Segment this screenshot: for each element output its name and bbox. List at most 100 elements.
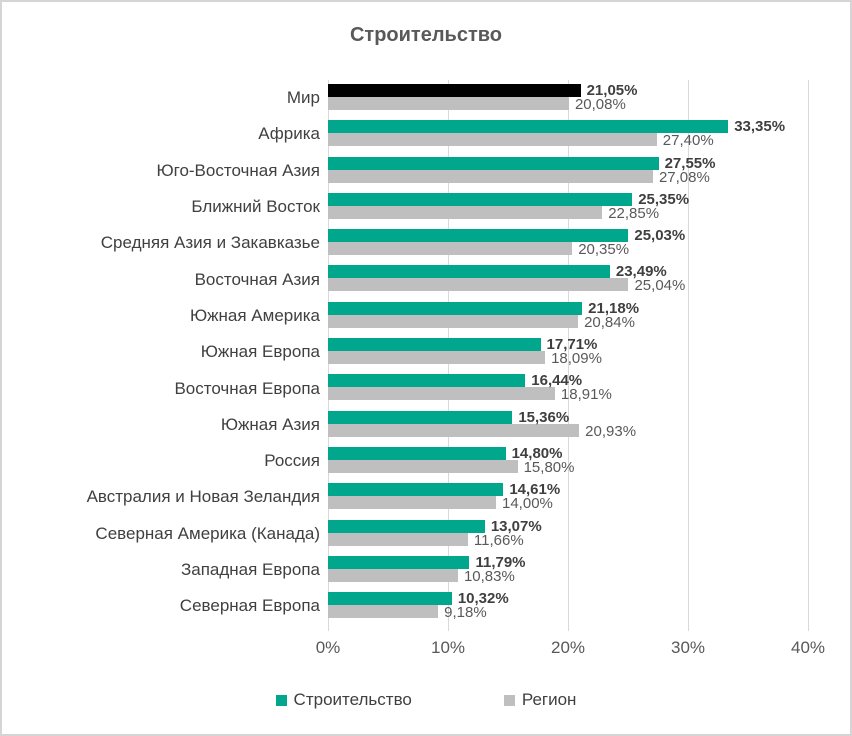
gridline (568, 80, 569, 631)
legend-label-construction: Строительство (293, 690, 412, 709)
construction-value-label: 17,71% (546, 336, 598, 354)
construction-value-label: 21,05% (586, 82, 638, 99)
legend-item-construction: Строительство (275, 690, 412, 710)
region-value-label: 11,66% (473, 531, 524, 549)
x-tick-label: 0% (315, 638, 341, 657)
region-bar (328, 242, 573, 256)
gridline (688, 80, 689, 631)
category-label: Средняя Азия и Закавказье (100, 233, 320, 253)
legend-item-region: Регион (503, 690, 577, 710)
region-bar (328, 496, 496, 510)
construction-value-label: 13,07% (490, 517, 542, 535)
x-tick-label: 30% (670, 638, 706, 657)
chart-row: 16,44% 18,91% (328, 370, 808, 406)
region-value-label: 27,40% (662, 132, 714, 150)
region-bar (328, 532, 468, 546)
construction-bar (328, 156, 659, 170)
region-value-label: 9,18% (444, 604, 487, 622)
chart-row: 25,35% 22,85% (328, 189, 808, 225)
category-label: Северная Америка (Канада) (95, 523, 320, 543)
region-value-label: 20,08% (574, 96, 626, 113)
category-label: Юго-Восточная Азия (156, 160, 320, 180)
construction-bar (328, 446, 506, 460)
region-bar (328, 205, 603, 219)
construction-bar (328, 120, 729, 134)
category-label: Южная Азия (220, 414, 320, 434)
construction-bar (328, 301, 583, 315)
construction-value-label: 25,35% (638, 190, 690, 208)
construction-bar (328, 374, 526, 388)
region-value-label: 10,83% (463, 567, 515, 585)
construction-bar (328, 229, 629, 243)
construction-value-label: 33,35% (734, 118, 786, 136)
region-value-label: 14,00% (502, 495, 553, 513)
region-bar (328, 169, 653, 183)
x-axis: 0% 10% 20% 30% 40% (316, 638, 825, 660)
chart-body: Мир Африка Юго-Восточная Азия Ближний Восто… (2, 80, 809, 631)
chart-title: Строительство (349, 24, 503, 46)
chart-row: 17,71% 18,09% (328, 334, 808, 370)
plot-area: 21,05% 20,08% 33,35% 27,40% 27,55% 27,08% 25,3… (328, 80, 809, 631)
category-label: Восточная Азия (194, 269, 320, 289)
legend: Строительство Регион (2, 690, 850, 710)
region-bar (328, 568, 458, 582)
category-label: Африка (258, 124, 320, 144)
chart-row: 10,32% 9,18% (328, 588, 808, 624)
chart-row: 33,35% 27,40% (328, 116, 808, 152)
construction-value-label: 10,32% (457, 590, 509, 608)
region-value-label: 20,93% (585, 422, 637, 440)
chart-row: 27,55% 27,08% (328, 153, 808, 189)
region-value-label: 20,84% (584, 313, 635, 331)
x-tick-label: 40% (790, 638, 826, 657)
construction-bar (328, 338, 541, 352)
construction-value-label: 16,44% (531, 372, 583, 390)
construction-value-label: 27,55% (664, 154, 716, 172)
legend-swatch-construction-icon (275, 694, 287, 706)
category-label: Западная Европа (180, 560, 320, 579)
chart-row: 14,61% 14,00% (328, 479, 808, 515)
construction-bar (328, 483, 504, 497)
construction-value-label: 21,18% (588, 299, 640, 317)
category-axis: Мир Африка Юго-Восточная Азия Ближний Восто… (2, 80, 320, 625)
chart-row: 14,80% 15,80% (328, 443, 808, 479)
region-bar (328, 314, 579, 328)
category-label: Россия (264, 451, 320, 471)
construction-value-label: 23,49% (615, 263, 667, 281)
construction-value-label: 14,61% (509, 481, 561, 499)
construction-bar (328, 592, 452, 606)
x-tick-label: 10% (430, 638, 466, 657)
category-label: Северная Европа (179, 596, 320, 616)
region-value-label: 22,85% (608, 204, 660, 222)
category-label: Восточная Европа (174, 378, 320, 398)
chart-row: 21,05% 20,08% (328, 80, 808, 116)
region-value-label: 20,35% (578, 241, 630, 259)
region-value-label: 18,91% (560, 386, 612, 404)
construction-bar (328, 519, 485, 533)
region-value-label: 25,04% (634, 277, 686, 295)
region-bar (328, 97, 569, 110)
region-bar (328, 387, 555, 401)
construction-bar (328, 84, 581, 97)
category-label: Австралия и Новая Зеландия (86, 487, 320, 507)
gridline (808, 80, 809, 631)
construction-bar (328, 265, 610, 279)
x-tick-label: 20% (550, 638, 586, 657)
legend-label-region: Регион (521, 690, 577, 709)
legend-swatch-region-icon (503, 694, 515, 706)
category-label: Южная Европа (200, 342, 320, 362)
region-bar (328, 459, 518, 473)
region-bar (328, 278, 629, 292)
construction-value-label: 11,79% (475, 553, 526, 571)
region-value-label: 15,80% (523, 458, 575, 476)
construction-value-label: 25,03% (634, 227, 686, 245)
region-bar (328, 351, 546, 365)
construction-bar (328, 192, 633, 206)
region-bar (328, 133, 657, 147)
region-bar (328, 423, 580, 437)
construction-value-label: 15,36% (518, 408, 570, 426)
region-bar (328, 605, 439, 619)
construction-value-label: 14,80% (511, 444, 563, 462)
category-label: Южная Америка (189, 305, 320, 325)
region-value-label: 18,09% (551, 350, 602, 368)
